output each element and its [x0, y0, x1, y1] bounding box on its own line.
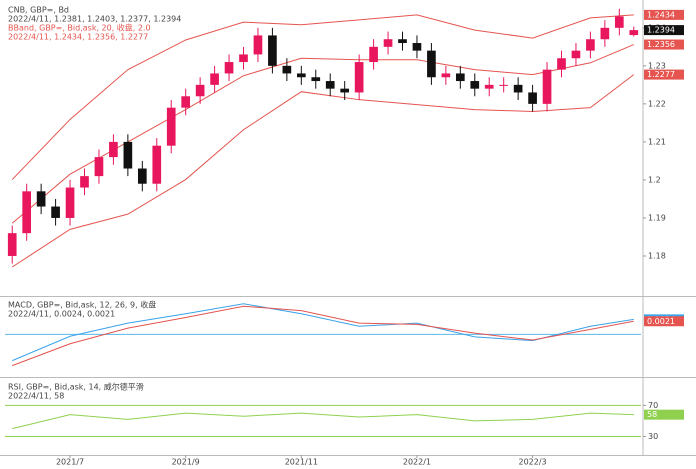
value-tag: 1.2434 [647, 10, 675, 19]
candle-body [427, 50, 436, 78]
candle-body [166, 107, 176, 146]
overlay-subtitle: 2022/4/11, 1.2434, 1.2356, 1.2277 [8, 33, 148, 42]
candle-body [7, 233, 17, 256]
candle-body [80, 176, 89, 188]
bollinger-band [11, 14, 634, 180]
candle-body [268, 35, 277, 66]
value-tag-bg [644, 9, 684, 20]
candle-body [484, 84, 494, 89]
value-tag-bg [644, 39, 684, 50]
panel-subtitle: 2022/4/11, 1.2381, 1.2403, 1.2377, 1.239… [8, 15, 181, 24]
bollinger-band [11, 44, 634, 224]
value-tag: 1.2356 [647, 40, 675, 49]
candle-body [109, 141, 118, 158]
candle-body [600, 27, 610, 40]
panel-subtitle: 2022/4/11, 0.0024, 0.0021 [8, 310, 115, 319]
candle-body [296, 73, 306, 78]
candle-body [311, 77, 321, 82]
candle-body [22, 191, 32, 234]
candle-body [629, 30, 639, 36]
y-tick-label: 1.22 [648, 99, 666, 108]
candle-body [441, 73, 451, 78]
candle-body [499, 84, 509, 86]
value-tag-bg [644, 69, 684, 80]
value-tag-bg [644, 316, 684, 327]
candle-body [65, 187, 75, 218]
candle-body [94, 157, 104, 177]
candle-body [340, 88, 350, 93]
x-tick-label: 2022/3 [519, 458, 547, 467]
candle-body [181, 96, 191, 108]
value-tag: 1.2394 [647, 26, 675, 35]
candle-body [614, 16, 624, 28]
y-tick-label: 1.2 [648, 175, 661, 184]
candle-body [542, 69, 552, 104]
indicator-line [12, 412, 634, 430]
value-tag: 0.0021 [647, 317, 675, 326]
candle-body [51, 206, 60, 218]
candle-body [325, 81, 335, 89]
x-tick-label: 2022/1 [403, 458, 431, 467]
candle-body [513, 84, 523, 93]
y-tick-label: 30 [648, 432, 658, 441]
y-tick-label: 70 [648, 401, 658, 410]
overlay-title: BBand, GBP=, Bid,ask, 20, 收盘, 2.0 [8, 23, 151, 33]
x-tick-label: 2021/9 [172, 458, 200, 467]
candle-body [571, 50, 581, 59]
x-tick-label: 2021/11 [285, 458, 318, 467]
y-tick-label: 1.23 [648, 61, 666, 70]
candle-body [224, 62, 234, 74]
value-tag: 1.2277 [647, 70, 675, 79]
candle-body [557, 58, 566, 70]
panel-title: MACD, GBP=, Bid,ask, 12, 26, 9, 收盘 [8, 300, 156, 310]
panel-title: CNB, GBP=, Bd [8, 6, 69, 15]
candle-body [412, 43, 422, 51]
candle-body [528, 92, 537, 104]
value-tag-bg [644, 409, 684, 420]
candle-body [36, 191, 46, 207]
candle-body [123, 141, 133, 169]
candle-body [239, 54, 248, 63]
candle-body [137, 168, 147, 184]
candle-body [152, 145, 162, 184]
candle-body [455, 73, 465, 82]
candle-body [354, 62, 364, 93]
candle-body [586, 39, 595, 51]
panel-title: RSI, GBP=, Bid,ask, 14, 威尔德平滑 [8, 382, 144, 392]
candle-body [282, 65, 292, 74]
value-tag: 58 [647, 410, 657, 419]
candle-body [383, 39, 393, 47]
x-tick-label: 2021/7 [56, 458, 84, 467]
candle-body [195, 84, 205, 97]
indicator-line [12, 305, 634, 367]
candle-body [253, 35, 263, 55]
y-tick-label: 1.19 [648, 213, 666, 222]
candle-body [210, 73, 219, 85]
candle-body [398, 39, 407, 44]
y-tick-label: 1.21 [648, 137, 666, 146]
panel-subtitle: 2022/4/11, 58 [8, 392, 64, 401]
y-tick-label: 1.18 [648, 251, 666, 260]
value-tag-bg [644, 25, 684, 36]
candle-body [470, 81, 480, 89]
candle-body [369, 46, 378, 63]
